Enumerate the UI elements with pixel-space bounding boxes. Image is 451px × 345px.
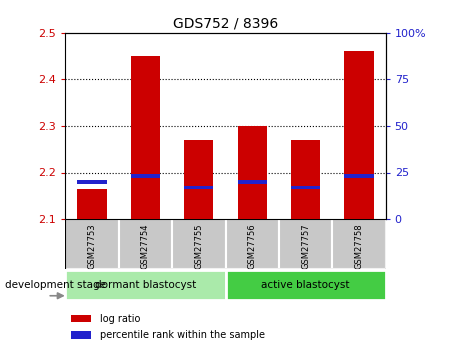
- Text: log ratio: log ratio: [100, 314, 140, 324]
- Bar: [238, 126, 267, 219]
- Bar: [65, 270, 226, 299]
- Bar: [71, 315, 91, 322]
- Bar: [172, 219, 226, 269]
- Text: percentile rank within the sample: percentile rank within the sample: [100, 330, 265, 340]
- Bar: [78, 180, 107, 184]
- Bar: [226, 270, 386, 299]
- Bar: [291, 140, 320, 219]
- Bar: [344, 174, 373, 178]
- Bar: [184, 186, 213, 189]
- Text: GSM27755: GSM27755: [194, 223, 203, 268]
- Bar: [226, 219, 279, 269]
- Bar: [65, 219, 119, 269]
- Bar: [78, 189, 107, 219]
- Bar: [332, 219, 386, 269]
- Bar: [131, 56, 160, 219]
- Text: active blastocyst: active blastocyst: [261, 280, 350, 289]
- Text: GSM27758: GSM27758: [354, 223, 364, 269]
- Bar: [238, 180, 267, 184]
- Bar: [131, 174, 160, 178]
- Text: GSM27754: GSM27754: [141, 223, 150, 268]
- Bar: [344, 51, 373, 219]
- Text: GSM27753: GSM27753: [87, 223, 97, 269]
- Text: dormant blastocyst: dormant blastocyst: [95, 280, 196, 289]
- Bar: [279, 219, 332, 269]
- Text: development stage: development stage: [5, 280, 106, 289]
- Bar: [291, 186, 320, 189]
- Text: GSM27757: GSM27757: [301, 223, 310, 269]
- Bar: [71, 331, 91, 339]
- Bar: [184, 140, 213, 219]
- Bar: [119, 219, 172, 269]
- Title: GDS752 / 8396: GDS752 / 8396: [173, 16, 278, 30]
- Text: GSM27756: GSM27756: [248, 223, 257, 269]
